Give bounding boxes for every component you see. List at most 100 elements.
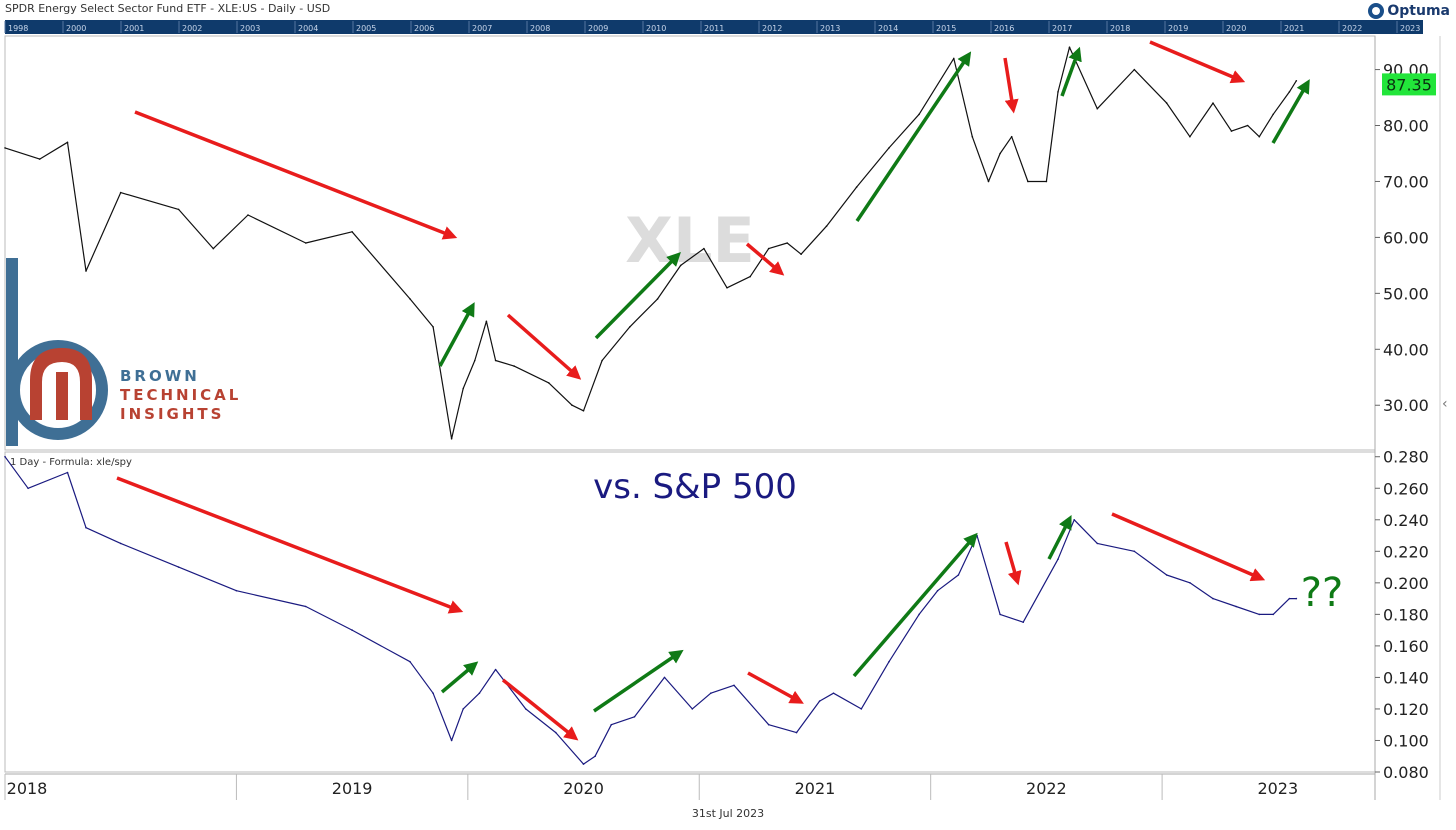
x-tick-label: 2018 (7, 779, 48, 798)
green-trend-arrow (852, 532, 978, 678)
ratio-data-point (1133, 550, 1136, 553)
ratio-data-point (4, 455, 6, 458)
price-y-tick-label: 80.00 (1383, 117, 1429, 136)
optuma-brand: Optuma (1368, 3, 1450, 19)
timeline-navigator[interactable] (5, 20, 1423, 34)
bti-logo-line2: TECHNICAL (120, 386, 241, 404)
navigator-year-label: 2004 (298, 24, 318, 33)
green-trend-arrow (594, 252, 681, 340)
price-data-point (971, 135, 974, 138)
x-tick-label: 2020 (563, 779, 604, 798)
red-trend-arrow (1003, 57, 1019, 114)
x-tick-label: 2021 (795, 779, 836, 798)
red-trend-arrow (1004, 541, 1022, 586)
navigator-year-label: 2020 (1226, 24, 1246, 33)
price-data-point (513, 365, 515, 367)
ratio-data-point (66, 471, 69, 474)
ratio-data-point (957, 574, 960, 576)
navigator-year-label: 2011 (704, 24, 724, 33)
green-trend-arrow (1047, 515, 1072, 560)
price-data-point (1246, 124, 1249, 127)
price-data-point (1027, 180, 1029, 183)
price-data-point (351, 231, 353, 233)
price-data-point (494, 359, 497, 362)
optuma-logo-icon (1368, 3, 1385, 19)
ratio-data-point (633, 716, 636, 718)
red-trend-arrow (134, 110, 458, 240)
navigator-year-label: 2012 (762, 24, 782, 33)
bti-logo-stem (56, 372, 68, 420)
ratio-data-point (555, 731, 557, 734)
navigator-year-label: 2023 (1400, 24, 1420, 33)
price-y-tick-label: 50.00 (1383, 284, 1429, 303)
price-data-point (800, 253, 802, 255)
ratio-data-point (1189, 582, 1191, 584)
price-data-point (1258, 135, 1261, 138)
green-trend-arrow (1060, 46, 1082, 97)
question-annotation: ?? (1301, 570, 1343, 616)
price-y-tick-label: 30.00 (1383, 396, 1429, 415)
ratio-data-point (524, 708, 527, 710)
price-data-point (409, 298, 411, 300)
last-value-label: 87.35 (1386, 75, 1432, 94)
price-data-point (888, 147, 890, 149)
price-data-point (582, 410, 585, 412)
ratio-y-tick-label: 0.280 (1383, 448, 1429, 467)
price-data-point (703, 247, 705, 250)
red-trend-arrow (506, 313, 582, 380)
navigator-year-label: 2006 (414, 24, 434, 33)
price-data-point (953, 57, 955, 60)
navigator-year-label: 2014 (878, 24, 898, 33)
price-data-point (212, 247, 215, 250)
price-data-point (601, 359, 603, 362)
ratio-data-point (795, 731, 798, 734)
ratio-data-point (1096, 542, 1099, 545)
price-data-point (1189, 135, 1191, 138)
price-data-point (85, 270, 87, 272)
ratio-y-tick-label: 0.220 (1383, 542, 1429, 561)
navigator-year-label: 2022 (1342, 24, 1362, 33)
price-data-point (1230, 130, 1233, 132)
red-trend-arrow (501, 678, 579, 741)
ratio-data-point (462, 708, 465, 710)
ratio-data-point (1073, 519, 1075, 521)
ratio-data-point (1258, 613, 1261, 616)
navigator-year-label: 2016 (994, 24, 1014, 33)
ratio-y-tick-label: 0.140 (1383, 668, 1429, 687)
ratio-data-point (663, 676, 666, 679)
price-y-tick-label: 40.00 (1383, 340, 1429, 359)
price-data-point (987, 180, 990, 183)
ratio-data-point (888, 660, 890, 663)
price-data-point (485, 320, 488, 323)
navigator-year-label: 2007 (472, 24, 492, 33)
bti-logo-line3: INSIGHTS (120, 405, 224, 423)
ratio-data-point (1212, 597, 1214, 600)
watermark: XLE (625, 204, 755, 277)
price-data-point (1057, 91, 1059, 93)
navigator-year-label: 2003 (240, 24, 260, 33)
ratio-data-point (432, 692, 434, 694)
ratio-data-point (733, 684, 735, 687)
navigator-year-label: 2015 (936, 24, 956, 33)
bti-logo-bar (6, 258, 18, 446)
brand-name: Optuma (1387, 3, 1450, 19)
price-data-point (1045, 180, 1048, 183)
ratio-y-tick-label: 0.260 (1383, 479, 1429, 498)
ratio-data-point (860, 708, 863, 710)
price-data-point (247, 214, 249, 216)
price-data-point (119, 191, 122, 194)
green-trend-arrow (438, 302, 475, 367)
x-tick-label: 2023 (1257, 779, 1298, 798)
price-data-point (1096, 107, 1099, 110)
price-data-point (918, 113, 920, 116)
footer-date: 31st Jul 2023 (691, 807, 765, 820)
ratio-panel-title: vs. S&P 500 (593, 467, 797, 507)
ratio-data-point (494, 668, 497, 671)
price-data-point (786, 242, 788, 244)
green-trend-arrow (1271, 79, 1310, 144)
bti-logo-line1: BROWN (120, 367, 200, 385)
last-value-badge (1382, 73, 1436, 96)
ratio-y-tick-label: 0.160 (1383, 637, 1429, 656)
ratio-data-point (594, 755, 596, 757)
ratio-y-tick-label: 0.100 (1383, 731, 1429, 750)
